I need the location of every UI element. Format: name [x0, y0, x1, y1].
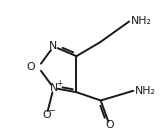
Text: O: O — [105, 120, 114, 130]
Text: NH₂: NH₂ — [135, 86, 155, 96]
Text: O: O — [26, 62, 35, 72]
Text: −: − — [48, 106, 55, 115]
Text: N: N — [49, 41, 57, 51]
Text: O: O — [42, 110, 51, 120]
Text: N: N — [50, 83, 58, 93]
Text: NH₂: NH₂ — [131, 17, 151, 26]
Text: +: + — [56, 79, 62, 88]
